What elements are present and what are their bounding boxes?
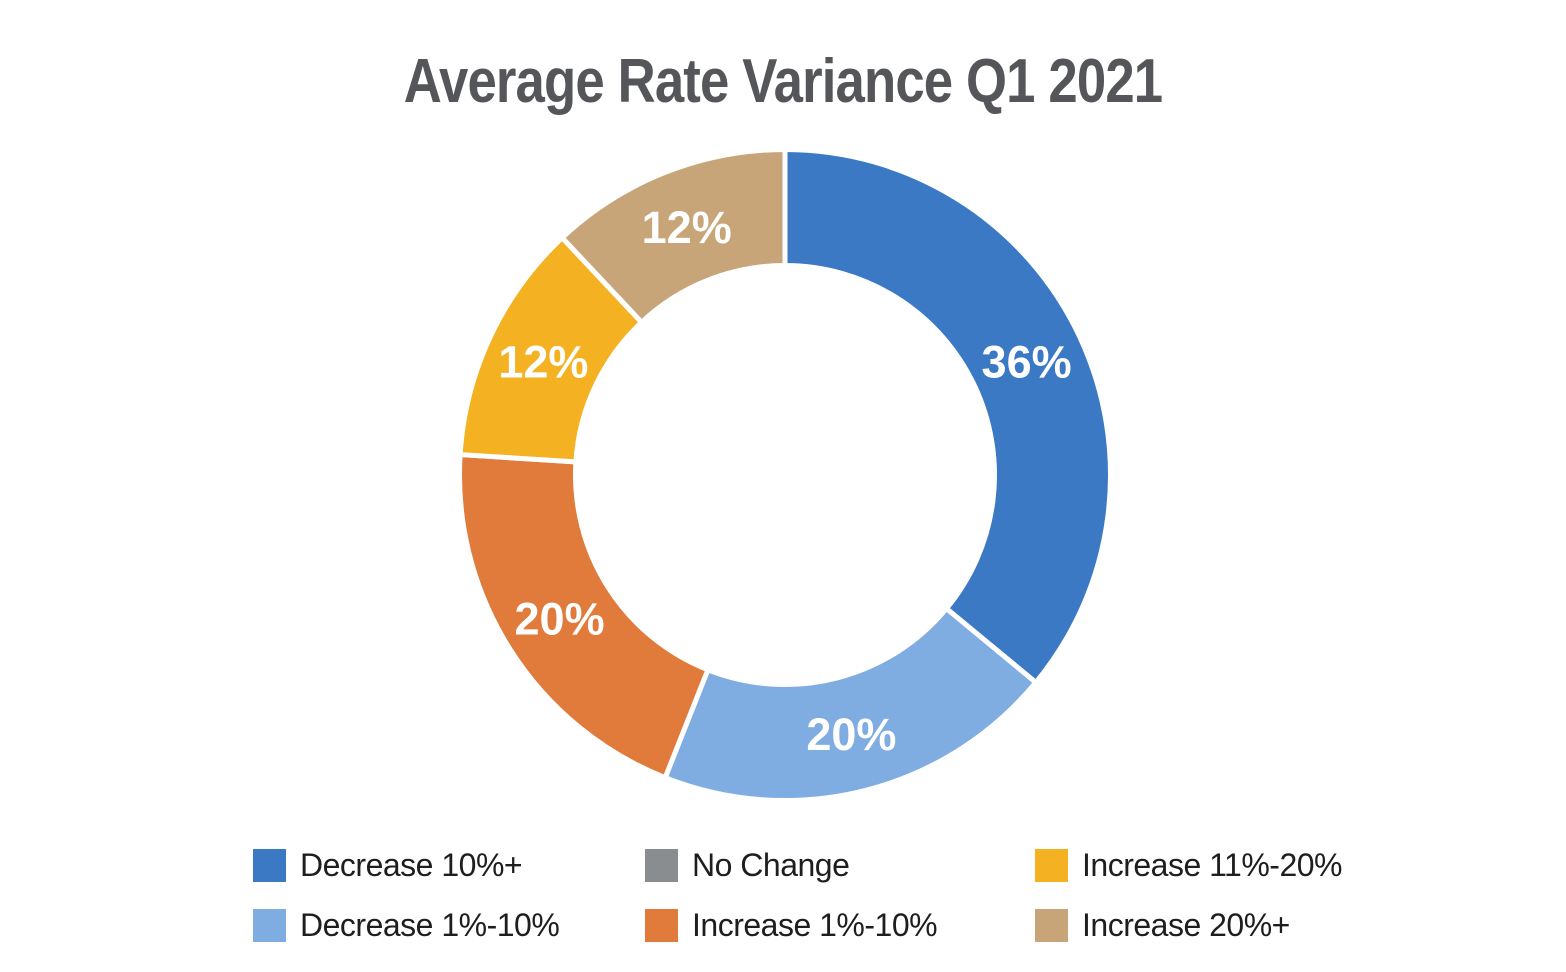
legend-swatch-increase-1-10 xyxy=(645,909,678,942)
donut-segment-decrease-1-10 xyxy=(662,606,1039,803)
donut-segment-increase-1-10 xyxy=(457,452,711,781)
legend-label: Decrease 1%-10% xyxy=(300,907,560,943)
donut-chart: 36% 20% 20% 12% 12% xyxy=(455,145,1115,805)
legend-swatch-no-change xyxy=(645,849,678,882)
legend-label: No Change xyxy=(692,847,850,883)
legend-item-decrease-1-10: Decrease 1%-10% xyxy=(253,907,645,943)
legend-item-increase-1-10: Increase 1%-10% xyxy=(645,907,1035,943)
legend-item-no-change: No Change xyxy=(645,847,1035,883)
legend-label: Decrease 10%+ xyxy=(300,847,523,883)
legend-item-increase-11-20: Increase 11%-20% xyxy=(1035,847,1343,883)
legend-label: Increase 11%-20% xyxy=(1082,847,1343,883)
legend-item-decrease-10: Decrease 10%+ xyxy=(253,847,645,883)
legend-swatch-decrease-1-10 xyxy=(253,909,286,942)
segment-value-label-increase-1-10: 20% xyxy=(515,593,605,644)
legend-label: Increase 20%+ xyxy=(1082,907,1290,943)
legend-label: Increase 1%-10% xyxy=(692,907,938,943)
legend-swatch-increase-20 xyxy=(1035,909,1068,942)
legend-swatch-increase-11-20 xyxy=(1035,849,1068,882)
legend-item-increase-20: Increase 20%+ xyxy=(1035,907,1342,943)
donut-chart-svg: 36% 20% 20% 12% 12% xyxy=(457,147,1113,803)
segment-value-label-decrease-1-10: 20% xyxy=(806,709,896,760)
donut-segment-increase-20 xyxy=(559,147,788,325)
segment-value-label-increase-20: 12% xyxy=(642,202,732,253)
chart-legend: Decrease 10%+ No Change Increase 11%-20% De… xyxy=(253,847,1343,943)
segment-value-label-increase-11-20: 12% xyxy=(498,337,588,388)
legend-swatch-decrease-10 xyxy=(253,849,286,882)
donut-segment-decrease-10 xyxy=(782,147,1113,685)
segment-value-label-decrease-10: 36% xyxy=(982,337,1072,388)
chart-title: Average Rate Variance Q1 2021 xyxy=(403,47,1163,116)
